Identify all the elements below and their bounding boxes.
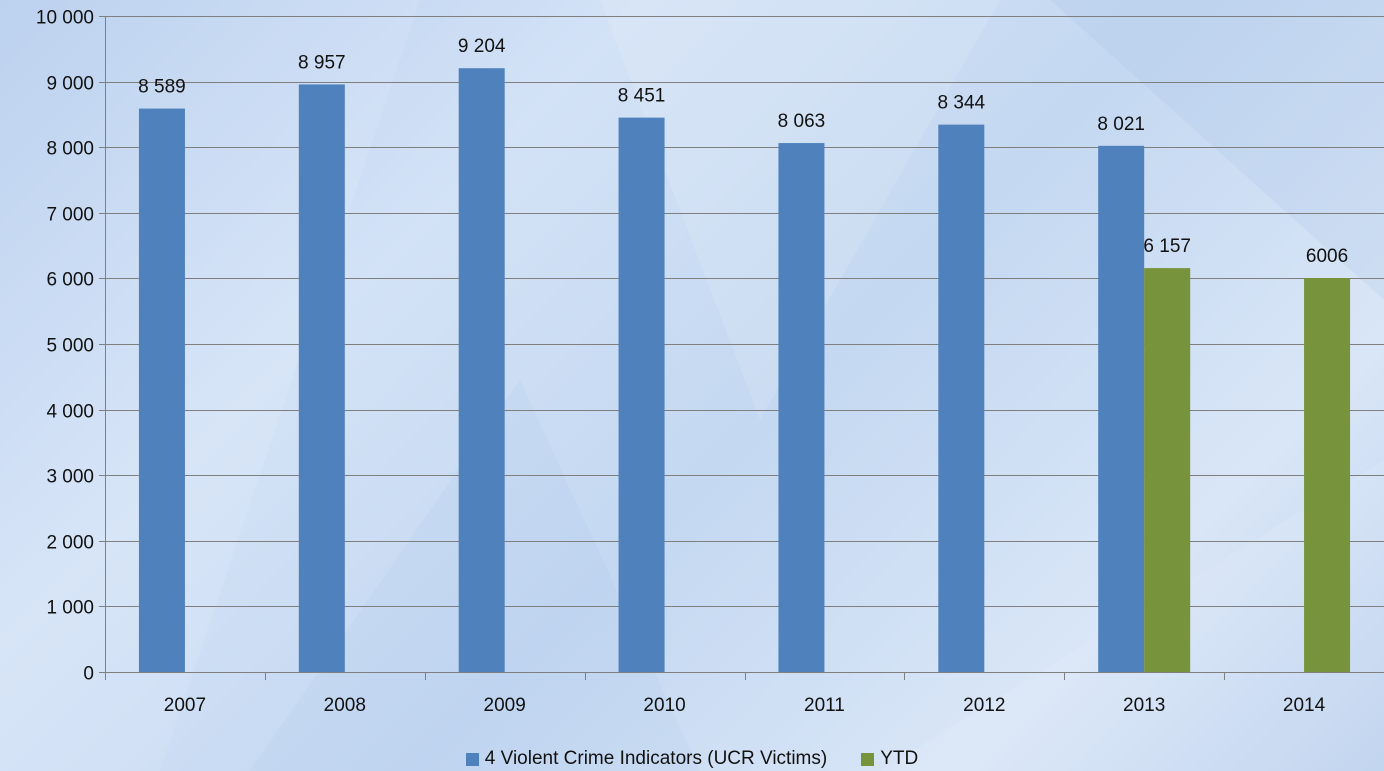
data-label-violent-crime-2011: 8 063 bbox=[778, 111, 826, 132]
bar-violent-crime-2012 bbox=[938, 124, 985, 672]
x-tick-label: 2009 bbox=[484, 695, 526, 716]
data-label-violent-crime-2013: 8 021 bbox=[1097, 114, 1145, 135]
gridlines bbox=[105, 16, 1384, 607]
y-tick-label: 1 000 bbox=[46, 598, 94, 619]
x-axis: 2007 2008 2009 2010 2011 2012 2013 2014 bbox=[105, 672, 1384, 716]
bar-violent-crime-2009 bbox=[458, 68, 505, 673]
data-label-violent-crime-2008: 8 957 bbox=[298, 52, 346, 73]
y-tick-label: 6 000 bbox=[46, 270, 94, 291]
y-tick-label: 10 000 bbox=[36, 8, 94, 29]
data-label-violent-crime-2007: 8 589 bbox=[138, 77, 186, 98]
y-tick-label: 7 000 bbox=[46, 205, 94, 226]
x-tick-label: 2013 bbox=[1123, 695, 1165, 716]
y-tick-label: 9 000 bbox=[46, 74, 94, 95]
data-label-ytd-2014: 6006 bbox=[1306, 246, 1348, 267]
y-tick-label: 2 000 bbox=[46, 533, 94, 554]
legend-label-violent-crime: 4 Violent Crime Indicators (UCR Victims) bbox=[484, 748, 828, 769]
y-tick-label: 8 000 bbox=[46, 139, 94, 160]
data-label-violent-crime-2009: 9 204 bbox=[458, 36, 506, 57]
legend-label-ytd: YTD bbox=[880, 748, 919, 769]
legend-swatch-ytd bbox=[861, 752, 875, 766]
y-tick-label: 5 000 bbox=[46, 336, 94, 357]
x-tick-label: 2008 bbox=[324, 695, 366, 716]
bar-violent-crime-2013 bbox=[1098, 145, 1145, 673]
bar-violent-crime-2007 bbox=[138, 108, 185, 673]
bar-violent-crime-2010 bbox=[618, 117, 665, 673]
y-tick-label: 4 000 bbox=[46, 402, 94, 423]
y-tick-label: 3 000 bbox=[46, 467, 94, 488]
data-label-ytd-2013: 6 157 bbox=[1143, 236, 1191, 257]
data-label-violent-crime-2010: 8 451 bbox=[618, 86, 666, 107]
x-tick-label: 2011 bbox=[804, 695, 845, 716]
y-tick-label: 0 bbox=[83, 664, 94, 685]
bars bbox=[138, 68, 1351, 673]
x-tick-label: 2007 bbox=[164, 695, 206, 716]
bar-ytd-2014 bbox=[1304, 278, 1351, 672]
bar-ytd-2013 bbox=[1144, 268, 1191, 672]
x-tick-label: 2010 bbox=[643, 695, 685, 716]
legend-swatch-violent-crime bbox=[465, 752, 479, 766]
data-labels: 8 589 8 957 9 204 8 451 8 063 8 344 8 021 6 157… bbox=[138, 36, 1348, 267]
bar-violent-crime-2011 bbox=[778, 143, 825, 672]
data-label-violent-crime-2012: 8 344 bbox=[938, 93, 986, 114]
y-axis: 0 1 000 2 000 3 000 4 000 5 000 6 000 7 000 8 00… bbox=[36, 8, 106, 685]
bar-violent-crime-2008 bbox=[298, 84, 345, 673]
legend-item-ytd: YTD bbox=[861, 748, 918, 770]
x-tick-label: 2012 bbox=[963, 695, 1005, 716]
legend: 4 Violent Crime Indicators (UCR Victims)… bbox=[0, 748, 1384, 770]
x-tick-label: 2014 bbox=[1283, 695, 1326, 716]
legend-item-violent-crime: 4 Violent Crime Indicators (UCR Victims) bbox=[465, 748, 828, 770]
